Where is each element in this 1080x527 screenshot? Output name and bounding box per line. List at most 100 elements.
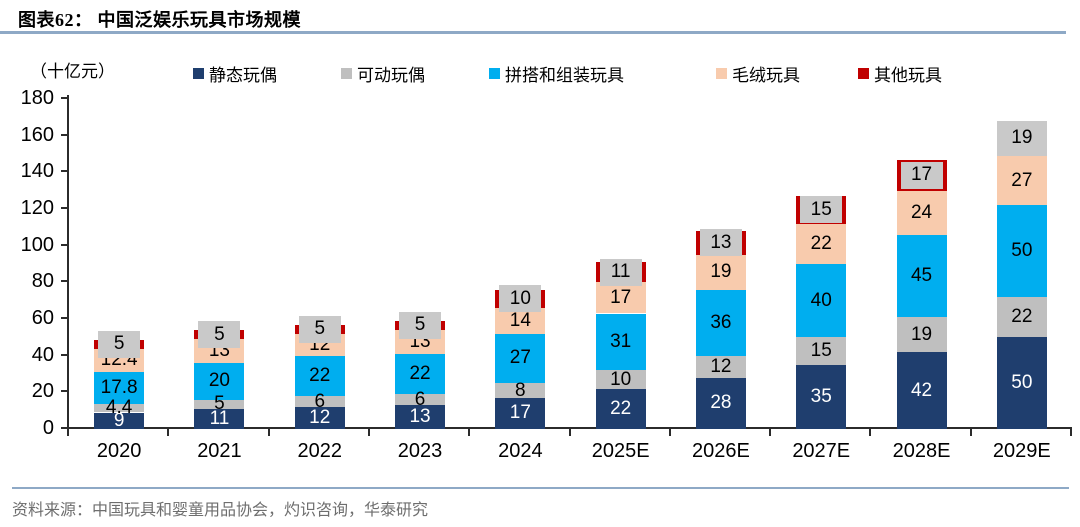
legend-item: 静态玩偶 xyxy=(193,61,277,86)
other-toys-label-box: 11 xyxy=(599,258,642,286)
legend-label: 其他玩具 xyxy=(874,66,942,85)
bar-segment xyxy=(796,264,847,338)
y-axis-tick-label: 120 xyxy=(20,197,54,219)
legend-label: 静态玩偶 xyxy=(209,66,277,85)
bar-segment-label: 13 xyxy=(409,406,431,428)
bar-segment-label: 36 xyxy=(710,311,732,333)
title-divider xyxy=(0,31,1066,34)
x-axis-tick xyxy=(1070,429,1072,436)
bar-segment xyxy=(395,405,446,429)
bar-segment-label: 27 xyxy=(1011,169,1033,191)
legend-swatch-icon xyxy=(341,68,352,79)
legend-label: 拼搭和组装玩具 xyxy=(505,66,624,85)
legend-item: 拼搭和组装玩具 xyxy=(489,61,624,86)
bar-segment-label: 5 xyxy=(214,393,225,415)
bar-segment xyxy=(996,297,1047,338)
x-axis-label: 2024 xyxy=(498,440,543,462)
bar-segment xyxy=(294,355,345,396)
legend-swatch-icon xyxy=(716,68,727,79)
y-axis-tick-label: 180 xyxy=(20,87,54,109)
bar-segment xyxy=(996,337,1047,429)
y-axis-unit-label: （十亿元） xyxy=(30,62,115,81)
bar-segment xyxy=(695,254,746,290)
x-axis-tick xyxy=(267,429,270,436)
y-axis-tick xyxy=(61,170,67,173)
legend-swatch-icon xyxy=(193,68,204,79)
x-axis-label: 2025E xyxy=(591,440,650,462)
bar-segment xyxy=(896,190,947,235)
x-axis-label: 2028E xyxy=(892,440,951,462)
bar-segment xyxy=(194,363,245,400)
y-axis-line xyxy=(67,95,69,430)
bar-segment-label: 27 xyxy=(509,347,531,369)
bar-segment-label: 17 xyxy=(509,402,531,424)
y-axis-tick-label: 40 xyxy=(31,343,54,366)
bar-segment-label: 22 xyxy=(409,363,431,384)
bar-segment-label: 24 xyxy=(910,201,933,223)
other-toys-label-box: 5 xyxy=(98,330,141,358)
y-axis-tick-label: 160 xyxy=(20,123,54,146)
x-axis-label: 2023 xyxy=(397,440,443,462)
bar-segment-label: 42 xyxy=(910,379,933,401)
bar-segment-label: 17 xyxy=(610,286,632,308)
bar-segment xyxy=(495,397,546,429)
bar-segment-label: 22 xyxy=(309,364,331,386)
x-axis-tick xyxy=(869,429,872,436)
bar-segment xyxy=(996,205,1047,297)
y-axis-tick xyxy=(61,133,67,136)
bar-segment-label: 6 xyxy=(414,388,426,410)
bar-segment xyxy=(94,371,145,405)
x-axis-tick xyxy=(67,429,69,436)
bar-segment-label: 40 xyxy=(810,289,832,311)
y-axis-tick xyxy=(61,353,67,356)
y-axis-tick xyxy=(61,280,67,283)
x-axis-label: 2026E xyxy=(692,440,750,462)
bar-segment-label: 19 xyxy=(910,323,933,345)
x-axis-tick xyxy=(568,429,571,436)
bar-segment xyxy=(695,289,746,356)
legend-item: 其他玩具 xyxy=(858,61,942,86)
x-axis-label: 2020 xyxy=(96,440,142,462)
x-axis-label: 2029E xyxy=(992,440,1051,462)
bar-segment xyxy=(796,337,847,365)
bar-segment xyxy=(495,333,546,384)
bar-segment xyxy=(194,399,245,409)
bar-segment xyxy=(595,388,646,429)
y-axis-tick-label: 0 xyxy=(42,417,54,439)
figure-title: 图表62： 中国泛娱乐玩具市场规模 xyxy=(18,10,301,30)
bar-segment-label: 35 xyxy=(810,385,832,407)
bar-segment xyxy=(595,370,646,389)
x-axis-tick xyxy=(367,429,370,436)
bar-segment-label: 4.4 xyxy=(105,397,133,419)
other-toys-label-box: 5 xyxy=(298,315,341,343)
bar-segment-label: 14 xyxy=(509,309,531,331)
source-divider xyxy=(12,487,1069,489)
other-toys-label-box: 15 xyxy=(800,196,843,224)
bar-segment-label: 22 xyxy=(1011,306,1033,328)
bar-segment-label: 17.8 xyxy=(100,377,138,399)
legend-swatch-icon xyxy=(489,68,500,79)
x-axis-tick xyxy=(969,429,972,436)
bar-segment-label: 20 xyxy=(208,370,230,392)
bar-segment-label: 8 xyxy=(515,379,526,401)
y-axis-tick xyxy=(61,97,67,99)
bar-segment-label: 22 xyxy=(810,232,832,254)
bar-segment-label: 22 xyxy=(610,397,632,419)
x-axis-label: 2021 xyxy=(197,440,242,462)
bar-segment xyxy=(94,412,145,429)
other-toys-label-box: 17 xyxy=(900,161,943,189)
y-axis-tick-label: 20 xyxy=(31,380,54,403)
y-axis-tick-label: 60 xyxy=(31,307,54,329)
bar-segment-label: 28 xyxy=(710,392,732,414)
bar-segment-label: 6 xyxy=(314,390,326,412)
other-toys-label-box: 19 xyxy=(996,121,1047,156)
y-axis-tick xyxy=(61,243,67,246)
x-axis-line xyxy=(67,427,1072,429)
bar-segment xyxy=(595,282,646,314)
y-axis-tick xyxy=(61,207,67,209)
other-toys-label-box: 5 xyxy=(399,311,442,339)
bar-segment-label: 12 xyxy=(309,407,331,428)
y-axis-tick-label: 140 xyxy=(20,160,54,183)
